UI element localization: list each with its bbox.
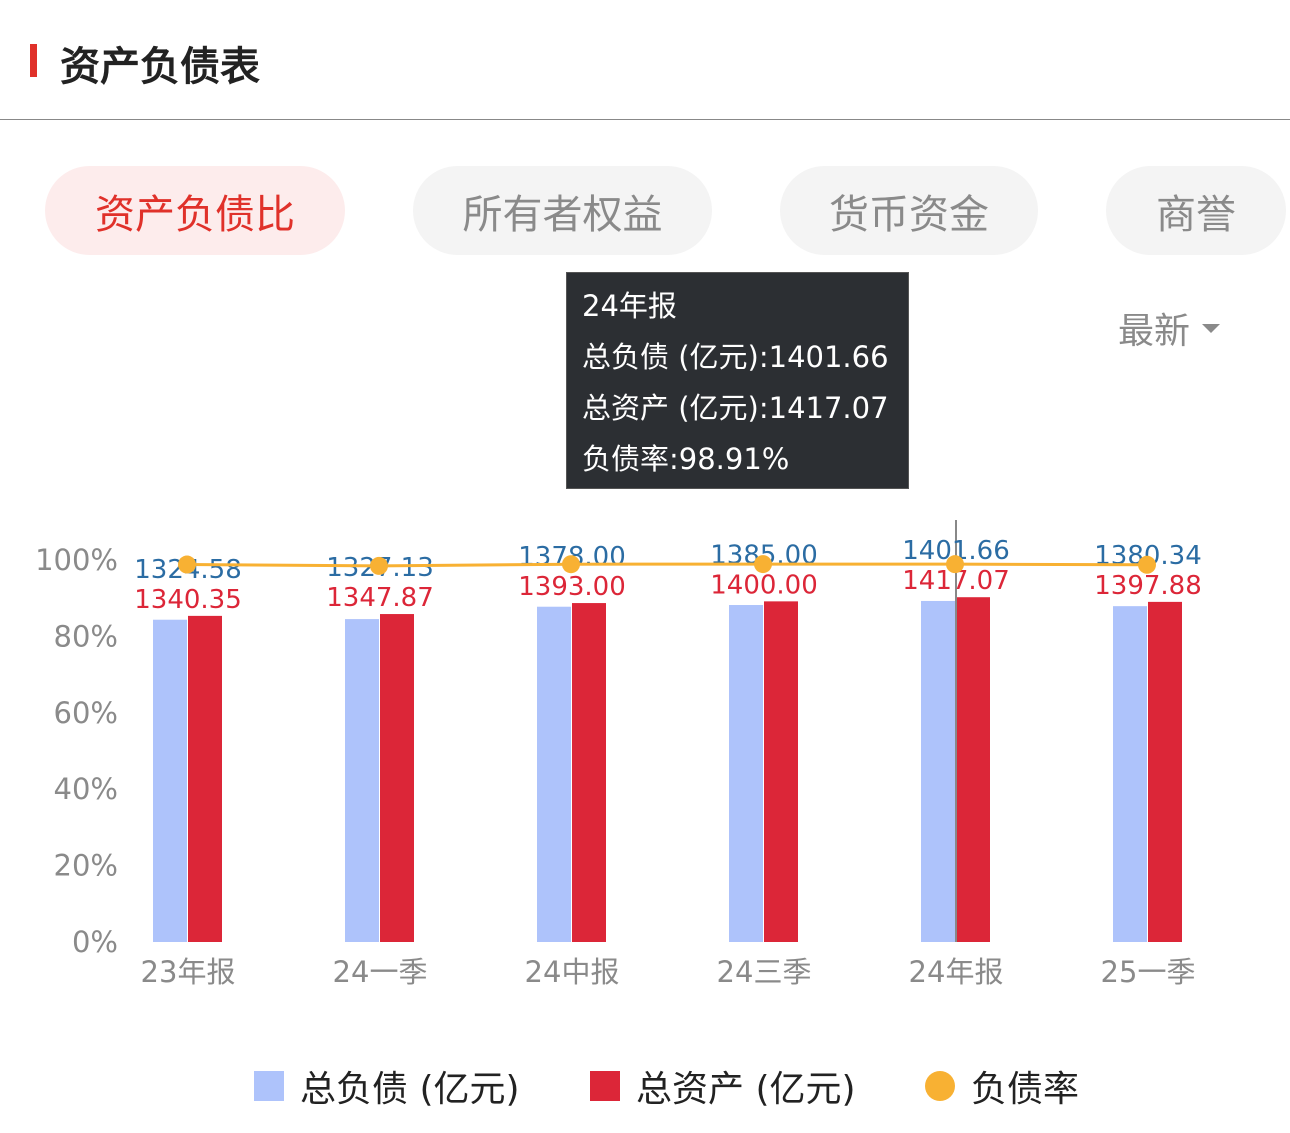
bar-liabilities	[921, 600, 955, 942]
ratio-point	[562, 555, 580, 574]
legend-item-ratio[interactable]: 负债率	[925, 1060, 1079, 1112]
period-value: 最新	[1118, 311, 1191, 352]
ratio-point	[178, 555, 196, 574]
tab-debt-ratio[interactable]: 资产负债比	[45, 166, 345, 255]
bar-assets	[380, 614, 414, 942]
legend-item-liabilities[interactable]: 总负债 (亿元)	[254, 1060, 520, 1112]
ratio-point	[754, 555, 772, 574]
bar-liabilities	[537, 606, 571, 942]
y-tick-label: 60%	[54, 696, 118, 730]
tooltip-line: 总资产 (亿元):1417.07	[582, 391, 889, 425]
y-tick-label: 100%	[35, 543, 118, 577]
legend-item-assets[interactable]: 总资产 (亿元)	[590, 1060, 856, 1112]
ratio-point	[1138, 555, 1156, 574]
tooltip: 24年报 总负债 (亿元):1401.66 总资产 (亿元):1417.07 负…	[566, 272, 909, 489]
tooltip-line: 负债率:98.91%	[582, 442, 790, 476]
bar-liabilities	[153, 619, 187, 942]
legend-label: 负债率	[971, 1069, 1080, 1110]
legend-swatch	[254, 1071, 284, 1101]
bar-liabilities	[345, 619, 379, 942]
ratio-point	[370, 556, 388, 575]
x-tick-label: 24三季	[717, 955, 812, 989]
bar-assets	[764, 601, 798, 942]
legend-label: 总负债 (亿元)	[300, 1069, 520, 1110]
x-tick-label: 24一季	[333, 955, 428, 989]
ratio-line	[186, 562, 1148, 568]
x-tick-label: 24年报	[909, 955, 1004, 989]
y-tick-label: 20%	[54, 849, 118, 883]
bar-liabilities	[729, 605, 763, 942]
data-label-assets: 1393.00	[518, 572, 626, 602]
tab-equity[interactable]: 所有者权益	[413, 166, 712, 255]
ratio-point	[946, 555, 964, 574]
data-label-assets: 1347.87	[326, 583, 434, 613]
data-label-assets: 1397.88	[1094, 571, 1202, 601]
legend-swatch	[590, 1071, 620, 1101]
bar-liabilities	[1113, 606, 1147, 942]
bar-assets	[572, 603, 606, 942]
x-tick-label: 23年报	[141, 955, 236, 989]
caret-down-icon	[1202, 323, 1221, 333]
title-accent	[30, 44, 37, 77]
tooltip-title: 24年报	[582, 289, 677, 323]
page-title: 资产负债表	[60, 44, 260, 90]
tooltip-line: 总负债 (亿元):1401.66	[582, 340, 889, 374]
y-tick-label: 0%	[72, 925, 118, 959]
tab-goodwill[interactable]: 商誉	[1106, 166, 1286, 255]
x-tick-label: 24中报	[525, 955, 620, 989]
y-tick-label: 40%	[54, 772, 118, 806]
period-dropdown[interactable]: 最新	[1118, 302, 1221, 354]
tab-cash[interactable]: 货币资金	[780, 166, 1038, 255]
y-tick-label: 80%	[54, 619, 118, 653]
bar-assets	[1148, 601, 1182, 942]
data-label-assets: 1400.00	[710, 570, 818, 600]
header: 资产负债表	[0, 0, 1290, 120]
bar-assets	[956, 597, 990, 942]
legend-label: 总资产 (亿元)	[636, 1069, 856, 1110]
data-label-assets: 1340.35	[134, 585, 242, 615]
x-tick-label: 25一季	[1101, 955, 1196, 989]
legend-swatch	[925, 1071, 955, 1101]
bar-assets	[188, 615, 222, 942]
